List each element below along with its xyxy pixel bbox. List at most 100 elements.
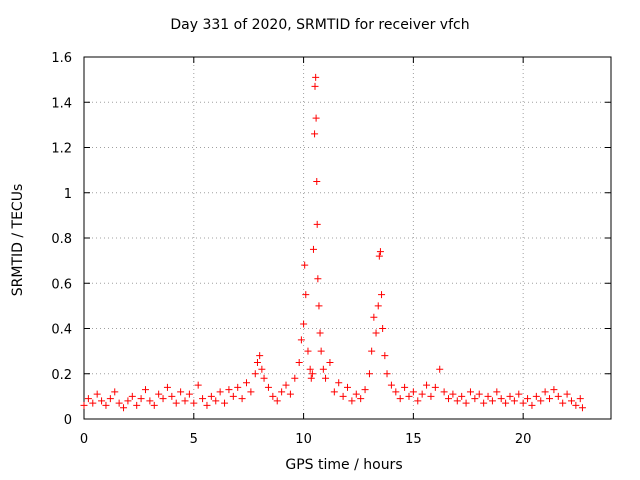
data-point — [124, 397, 132, 405]
data-point — [376, 248, 384, 256]
data-point — [383, 370, 391, 378]
grid-lines — [84, 57, 611, 419]
data-point — [301, 261, 309, 269]
data-point — [312, 73, 320, 81]
data-point — [159, 395, 167, 403]
data-point — [453, 397, 461, 405]
axis-ticks: 0 0.2 0.4 0.6 0.8 1 1.2 1.4 1.6 0 5 10 15 20 — [51, 51, 611, 447]
y-tick-label: 0.8 — [51, 232, 72, 247]
data-point — [506, 392, 514, 400]
data-point — [234, 383, 242, 391]
data-point — [554, 392, 562, 400]
data-point — [559, 399, 567, 407]
data-point — [295, 358, 303, 366]
data-point — [462, 399, 470, 407]
data-point — [537, 397, 545, 405]
data-point — [313, 220, 321, 228]
data-point — [80, 401, 88, 409]
chart-title: Day 331 of 2020, SRMTID for receiver vfc… — [170, 17, 470, 33]
data-point — [493, 388, 501, 396]
data-point — [510, 397, 518, 405]
data-point — [291, 374, 299, 382]
data-point — [264, 383, 272, 391]
data-points — [80, 73, 586, 412]
data-point — [115, 399, 123, 407]
data-point — [150, 401, 158, 409]
data-point — [445, 395, 453, 403]
data-point — [269, 392, 277, 400]
data-point — [401, 383, 409, 391]
y-axis-label: SRMTID / TECUs — [10, 183, 26, 297]
data-point — [502, 399, 510, 407]
data-point — [352, 390, 360, 398]
data-point — [515, 390, 523, 398]
data-point — [238, 395, 246, 403]
data-point — [405, 392, 413, 400]
data-point — [89, 399, 97, 407]
data-point — [378, 291, 386, 299]
data-point — [315, 302, 323, 310]
data-point — [418, 390, 426, 398]
data-point — [311, 82, 319, 90]
data-point — [396, 395, 404, 403]
x-tick-label: 15 — [405, 432, 422, 447]
data-point — [216, 388, 224, 396]
data-point — [260, 374, 268, 382]
x-tick-label: 5 — [190, 432, 198, 447]
data-point — [471, 395, 479, 403]
data-point — [374, 302, 382, 310]
y-tick-label: 0.2 — [51, 368, 72, 383]
data-point — [541, 388, 549, 396]
data-point — [93, 390, 101, 398]
data-point — [427, 392, 435, 400]
data-point — [484, 392, 492, 400]
x-tick-label: 20 — [515, 432, 532, 447]
data-point — [141, 386, 149, 394]
data-point — [306, 365, 314, 373]
data-point — [563, 390, 571, 398]
data-point — [458, 392, 466, 400]
data-point — [185, 390, 193, 398]
data-point — [370, 313, 378, 321]
x-tick-label: 0 — [80, 432, 88, 447]
data-point — [436, 365, 444, 373]
data-point — [242, 379, 250, 387]
data-point — [137, 395, 145, 403]
data-point — [519, 399, 527, 407]
data-point — [309, 245, 317, 253]
data-point — [387, 381, 395, 389]
data-point — [326, 358, 334, 366]
data-point — [300, 320, 308, 328]
data-point — [578, 404, 586, 412]
data-point — [576, 395, 584, 403]
data-point — [550, 386, 558, 394]
data-point — [172, 399, 180, 407]
data-point — [316, 329, 324, 337]
data-point — [423, 381, 431, 389]
data-point — [307, 374, 315, 382]
data-point — [273, 397, 281, 405]
data-point — [313, 177, 321, 185]
data-point — [256, 352, 264, 360]
data-point — [488, 397, 496, 405]
data-point — [379, 325, 387, 332]
data-point — [207, 392, 215, 400]
data-point — [572, 401, 580, 409]
data-point — [203, 401, 211, 409]
data-point — [524, 395, 532, 403]
data-point — [308, 370, 316, 378]
data-point — [120, 404, 128, 412]
data-point — [155, 390, 163, 398]
data-point — [302, 291, 310, 299]
data-point — [128, 392, 136, 400]
data-point — [449, 390, 457, 398]
data-point — [339, 392, 347, 400]
data-point — [440, 388, 448, 396]
data-point — [111, 388, 119, 396]
data-point — [344, 383, 351, 391]
data-point — [319, 365, 327, 373]
data-point — [258, 365, 266, 373]
data-point — [102, 401, 110, 409]
y-tick-label: 0.6 — [51, 277, 72, 292]
